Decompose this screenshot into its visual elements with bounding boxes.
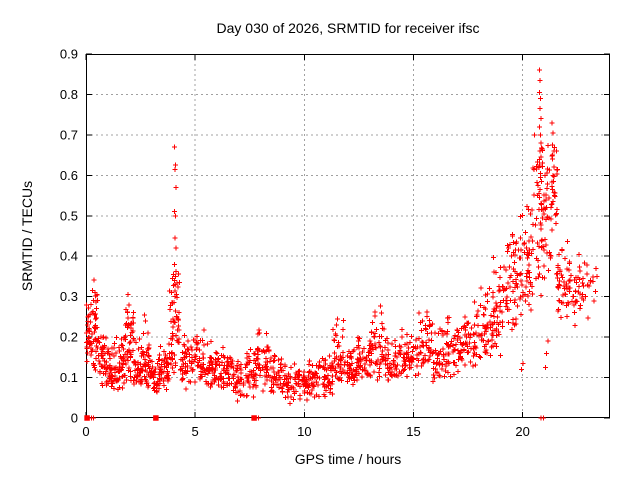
y-axis-label: SRMTID / TECUs xyxy=(19,180,35,292)
y-tick-label: 0.3 xyxy=(60,289,78,304)
plot-frame xyxy=(86,54,610,418)
x-tick-label: 15 xyxy=(406,424,420,439)
y-tick-label: 0.5 xyxy=(60,208,78,223)
y-tick-label: 0 xyxy=(71,411,78,426)
x-tick-label: 5 xyxy=(192,424,199,439)
scatter-points-srmtid xyxy=(84,67,600,421)
y-tick-label: 0.8 xyxy=(60,87,78,102)
x-tick-label: 0 xyxy=(82,424,89,439)
x-tick-label: 10 xyxy=(297,424,311,439)
x-tick-label: 20 xyxy=(515,424,529,439)
chart-title: Day 030 of 2026, SRMTID for receiver ifs… xyxy=(216,20,480,36)
y-tick-label: 0.4 xyxy=(60,249,78,264)
x-axis-label: GPS time / hours xyxy=(294,451,402,467)
y-tick-label: 0.2 xyxy=(60,330,78,345)
y-tick-label: 0.7 xyxy=(60,127,78,142)
y-tick-label: 0.1 xyxy=(60,370,78,385)
y-tick-label: 0.6 xyxy=(60,168,78,183)
y-tick-label: 0.9 xyxy=(60,47,78,62)
